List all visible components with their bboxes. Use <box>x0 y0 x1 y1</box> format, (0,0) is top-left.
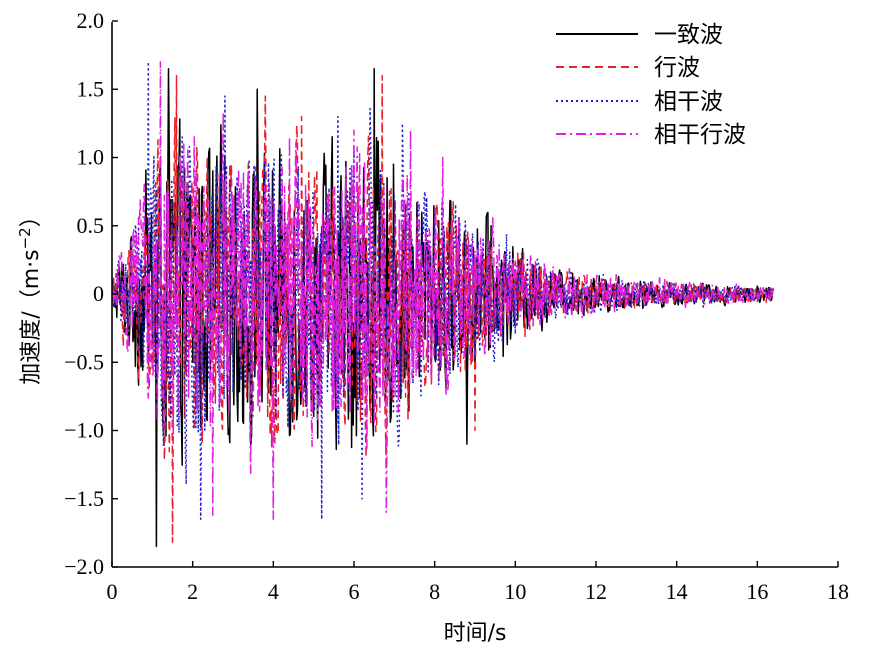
x-tick-label-3: 6 <box>349 579 360 604</box>
legend-entry-3: 相干行波 <box>556 122 746 148</box>
x-tick-label-1: 2 <box>187 579 198 604</box>
legend-label-2: 相干波 <box>654 89 723 115</box>
legend-label-1: 行波 <box>654 55 700 81</box>
x-axis-title: 时间/s <box>444 621 507 646</box>
series-line-1 <box>112 74 775 544</box>
legend: 一致波 行波 相干波 相干行波 <box>548 18 788 153</box>
legend-label-3: 相干行波 <box>654 122 746 148</box>
y-tick-label-8: −2.0 <box>64 554 104 579</box>
x-ticks: 0 2 4 6 8 10 12 14 16 18 <box>107 561 849 604</box>
y-tick-label-0: 2.0 <box>77 8 105 33</box>
x-tick-label-7: 14 <box>666 579 688 604</box>
legend-background <box>548 18 788 153</box>
series-line-2 <box>112 61 775 520</box>
legend-label-0: 一致波 <box>654 22 723 48</box>
x-tick-label-9: 18 <box>827 579 849 604</box>
legend-entry-2: 相干波 <box>556 89 723 115</box>
y-axis-title-exponent: −2 <box>16 227 34 249</box>
y-tick-label-2: 1.0 <box>77 145 105 170</box>
y-tick-label-3: 0.5 <box>77 213 105 238</box>
y-tick-label-1: 1.5 <box>77 76 105 101</box>
x-tick-label-6: 12 <box>585 579 607 604</box>
y-tick-label-7: −1.5 <box>64 486 104 511</box>
x-tick-label-8: 16 <box>746 579 768 604</box>
series-layer <box>112 61 775 548</box>
y-tick-label-5: −0.5 <box>64 349 104 374</box>
y-axis-title: 加速度/（m·s−2） <box>16 205 44 384</box>
series-line-3 <box>112 61 774 520</box>
x-tick-label-4: 8 <box>429 579 440 604</box>
legend-entry-1: 行波 <box>556 55 700 81</box>
y-ticks: 2.0 1.5 1.0 0.5 0 −0.5 −1.0 −1.5 −2.0 <box>64 8 118 579</box>
legend-entry-0: 一致波 <box>556 22 723 48</box>
x-tick-label-2: 4 <box>268 579 279 604</box>
y-axis-title-main: 加速度/（m·s <box>19 249 44 384</box>
y-tick-label-4: 0 <box>93 281 104 306</box>
y-axis-title-close: ） <box>19 205 44 227</box>
y-tick-label-6: −1.0 <box>64 418 104 443</box>
x-tick-label-0: 0 <box>107 579 118 604</box>
x-tick-label-5: 10 <box>504 579 526 604</box>
